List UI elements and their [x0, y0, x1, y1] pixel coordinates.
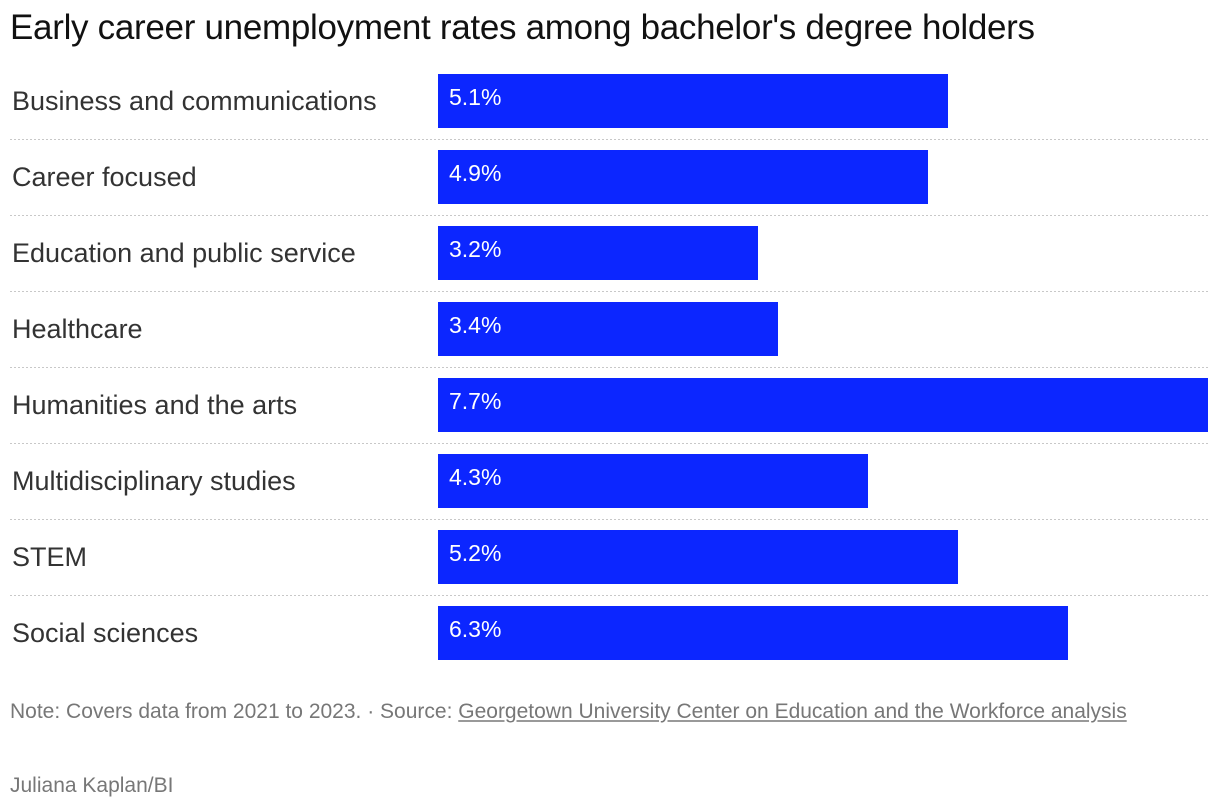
- chart-title: Early career unemployment rates among ba…: [10, 8, 1035, 47]
- source-link[interactable]: Georgetown University Center on Educatio…: [458, 700, 1127, 723]
- bar: [438, 302, 778, 356]
- value-label: 3.2%: [449, 236, 501, 262]
- category-label: Multidisciplinary studies: [12, 466, 296, 496]
- chart-note: Note: Covers data from 2021 to 2023. · S…: [10, 699, 1215, 725]
- category-label: Healthcare: [12, 314, 143, 344]
- category-label: Education and public service: [12, 238, 356, 268]
- bar: [438, 74, 948, 128]
- value-label: 5.2%: [449, 540, 501, 566]
- bar: [438, 226, 758, 280]
- note-text: Note: Covers data from 2021 to 2023. · S…: [10, 700, 459, 723]
- value-label: 4.3%: [449, 464, 501, 490]
- value-label: 6.3%: [449, 616, 501, 642]
- bar-chart: Business and communications 5.1% Career fo…: [10, 74, 1208, 660]
- bar: [438, 378, 1208, 432]
- category-label: Humanities and the arts: [12, 390, 297, 420]
- value-label: 5.1%: [449, 84, 501, 110]
- bar: [438, 150, 928, 204]
- bar: [438, 454, 868, 508]
- category-label: Career focused: [12, 162, 197, 192]
- value-label: 3.4%: [449, 312, 501, 338]
- bar: [438, 530, 958, 584]
- category-label: STEM: [12, 542, 87, 572]
- value-label: 4.9%: [449, 160, 501, 186]
- value-label: 7.7%: [449, 388, 501, 414]
- category-label: Business and communications: [12, 86, 377, 116]
- bar: [438, 606, 1068, 660]
- chart-credit: Juliana Kaplan/BI: [10, 774, 174, 797]
- category-label: Social sciences: [12, 618, 198, 648]
